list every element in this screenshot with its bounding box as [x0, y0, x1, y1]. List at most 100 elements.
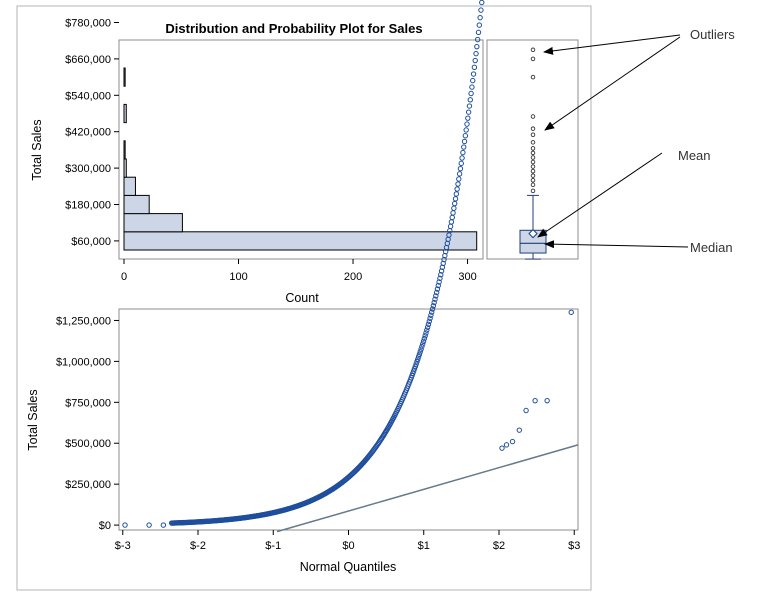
- qq-x-tick-label: $2: [493, 540, 505, 552]
- qq-point: [434, 286, 441, 292]
- qq-point: [532, 397, 538, 404]
- histogram-bar: [123, 67, 126, 87]
- qq-point: [465, 109, 472, 115]
- qq-point: [499, 445, 505, 451]
- box-outlier: [530, 155, 536, 160]
- histogram-bar: [123, 158, 127, 178]
- box-outlier: [530, 177, 536, 183]
- qq-point: [424, 327, 430, 333]
- qq-x-tick-label: $0: [342, 540, 354, 552]
- qq-point: [476, 22, 483, 28]
- annotation-outliers-arrow-top: [543, 34, 681, 55]
- qq-point: [431, 299, 437, 306]
- histogram-y-tick-label: $180,000: [65, 200, 111, 212]
- box-outlier: [530, 164, 536, 169]
- box-outlier: [530, 159, 536, 165]
- qq-point: [460, 149, 466, 156]
- qq-y-axis-title: Total Sales: [26, 389, 40, 450]
- box-outlier: [530, 47, 536, 53]
- qq-point: [459, 155, 465, 161]
- qq-point: [417, 349, 423, 355]
- qq-point: [458, 160, 464, 167]
- qq-point: [568, 309, 574, 315]
- qq-point: [423, 330, 429, 336]
- qq-point: [429, 306, 436, 312]
- qq-point: [462, 133, 469, 139]
- qq-point: [456, 176, 462, 182]
- histogram-x-tick-label: 0: [121, 271, 127, 283]
- qq-point: [509, 438, 516, 445]
- qq-point: [418, 346, 424, 352]
- qq-point: [470, 77, 476, 84]
- annotation-outliers-label: Outliers: [690, 27, 735, 42]
- qq-point: [433, 293, 439, 299]
- box-outlier: [530, 182, 536, 188]
- qq-point: [437, 275, 443, 282]
- qq-point: [463, 127, 469, 133]
- qq-point: [457, 165, 464, 172]
- qq-y-tick-label: $750,000: [65, 397, 111, 409]
- histogram-bar: [123, 140, 126, 160]
- qq-point: [430, 303, 437, 309]
- qq-point: [419, 341, 426, 347]
- qq-point: [474, 36, 481, 43]
- histogram-bar: [123, 194, 150, 215]
- qq-point: [523, 407, 529, 414]
- box-outlier: [530, 56, 536, 62]
- qq-x-tick-label: $1: [418, 540, 430, 552]
- box-outlier: [530, 146, 536, 151]
- histogram-y-tick-label: $540,000: [65, 90, 111, 102]
- qq-point: [436, 279, 442, 285]
- histogram-x-axis-title: Count: [285, 291, 319, 305]
- qq-point: [420, 338, 427, 344]
- qq-point: [474, 43, 480, 50]
- annotation-mean-arrow: [537, 152, 663, 238]
- chart-title: Distribution and Probability Plot for Sa…: [165, 21, 422, 36]
- qq-point: [419, 343, 425, 350]
- box-outlier: [530, 114, 536, 119]
- qq-point: [454, 186, 460, 192]
- box-mean-marker: [528, 228, 538, 239]
- qq-reference-line: [276, 444, 579, 533]
- qq-point: [146, 522, 152, 528]
- histogram-y-tick-label: $60,000: [71, 236, 111, 248]
- qq-point: [468, 90, 474, 97]
- qq-point: [471, 64, 478, 71]
- qq-point: [472, 57, 478, 64]
- qq-point: [429, 309, 435, 315]
- qq-y-tick-label: $250,000: [65, 479, 111, 491]
- qq-point: [452, 196, 459, 202]
- qq-point: [413, 361, 419, 367]
- box-outlier: [530, 140, 536, 145]
- qq-point: [464, 121, 470, 127]
- box-outlier: [530, 188, 536, 194]
- qq-point: [477, 14, 483, 21]
- box-outlier: [530, 168, 536, 174]
- qq-point: [428, 312, 434, 318]
- histogram-y-tick-label: $420,000: [65, 127, 111, 139]
- histogram-bar: [123, 213, 183, 233]
- qq-x-tick-label: $-3: [115, 540, 131, 552]
- qq-point: [160, 522, 167, 528]
- qq-point: [516, 427, 523, 433]
- qq-point: [414, 359, 420, 365]
- qq-point: [426, 318, 432, 325]
- qq-point: [461, 138, 468, 145]
- annotation-median-arrow: [544, 240, 689, 249]
- qq-point: [473, 50, 479, 57]
- qq-y-tick-label: $1,250,000: [56, 315, 111, 327]
- boxplot-panel: [486, 39, 579, 260]
- qq-point: [544, 397, 550, 404]
- qq-panel: $0 $250,000 $500,000 $750,000 $1,000,000 $1,2…: [26, 0, 580, 574]
- histogram-y-tick-label: $300,000: [65, 163, 111, 175]
- annotation-mean-label: Mean: [678, 148, 711, 163]
- box-outlier: [530, 132, 536, 137]
- histogram-x-tick-label: 200: [344, 271, 362, 283]
- histogram-x-tick-label: 300: [458, 271, 476, 283]
- histogram-panel: $1,260,000$1,140,000$1,020,000$900,000$7…: [30, 18, 484, 305]
- qq-x-axis-title: Normal Quantiles: [300, 560, 397, 574]
- qq-x-tick-label: $-1: [265, 540, 281, 552]
- qq-frame: [118, 308, 579, 531]
- histogram-bar: [123, 176, 136, 196]
- histogram-x-tick-label: 100: [229, 271, 247, 283]
